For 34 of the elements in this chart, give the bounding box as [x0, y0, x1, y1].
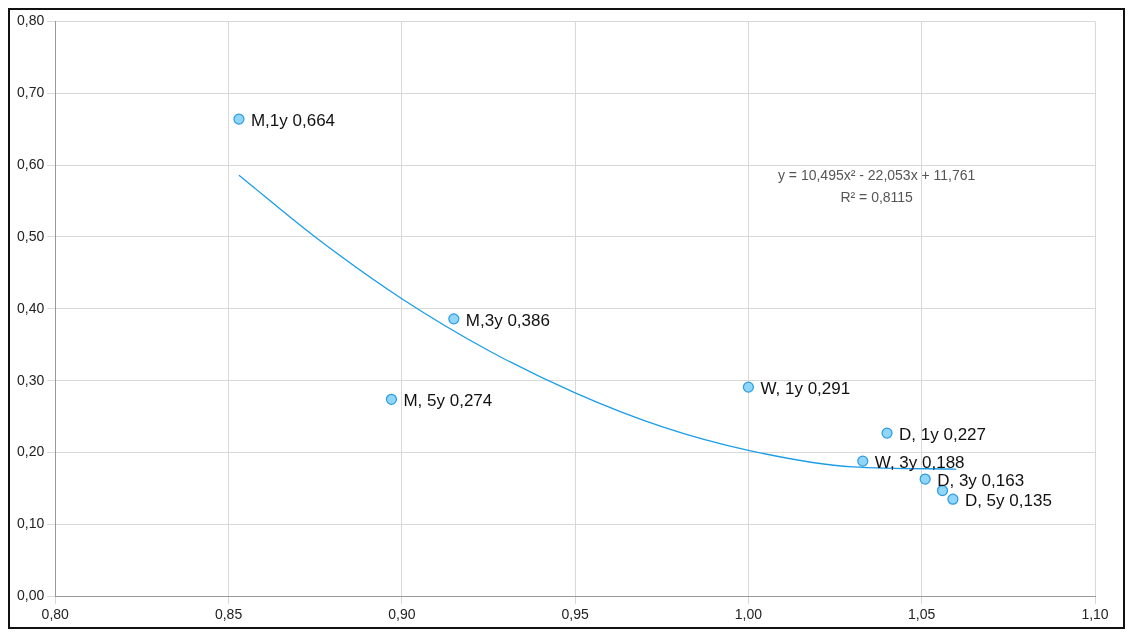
annotation: y = 10,495x² - 22,053x + 11,761 [777, 167, 976, 184]
x-tick-label: 1,10 [1081, 606, 1109, 623]
y-tick-label: 0,50 [17, 227, 45, 244]
y-tick-label: 0,60 [17, 155, 45, 172]
data-label: D, 3y 0,163 [937, 470, 1025, 490]
data-label: M, 5y 0,274 [403, 391, 493, 411]
data-label: D, 5y 0,135 [964, 490, 1052, 510]
y-tick-label: 0,10 [17, 515, 45, 532]
x-tick-label: 0,80 [41, 606, 70, 623]
point [947, 493, 959, 505]
point [385, 393, 398, 405]
annotation: R² = 0,8115 [840, 189, 914, 206]
x-tick-label: 1,00 [734, 606, 763, 623]
point [233, 113, 245, 125]
x-tick-label: 1,05 [908, 606, 936, 623]
data-label: D, 1y 0,227 [899, 424, 986, 444]
y-tick-label: 0,40 [17, 299, 45, 316]
y-tick-label: 0,30 [17, 371, 45, 388]
data-label: M,1y 0,664 [250, 110, 336, 130]
y-tick-label: 0,80 [17, 12, 45, 29]
y-tick-label: 0,70 [17, 84, 45, 101]
point [919, 473, 931, 485]
point [881, 427, 893, 439]
point [742, 381, 755, 393]
y-tick-label: 0,20 [17, 443, 45, 460]
x-tick-label: 0,85 [214, 606, 243, 623]
data-label: W, 3y 0,188 [874, 452, 965, 472]
data-label: W, 1y 0,291 [760, 378, 851, 398]
x-tick-label: 0,90 [388, 606, 416, 623]
data-label: M,3y 0,386 [465, 310, 550, 330]
y-tick-label: 0,00 [17, 587, 45, 604]
point [448, 313, 460, 325]
x-tick-label: 0,95 [561, 606, 589, 623]
point [857, 455, 869, 467]
